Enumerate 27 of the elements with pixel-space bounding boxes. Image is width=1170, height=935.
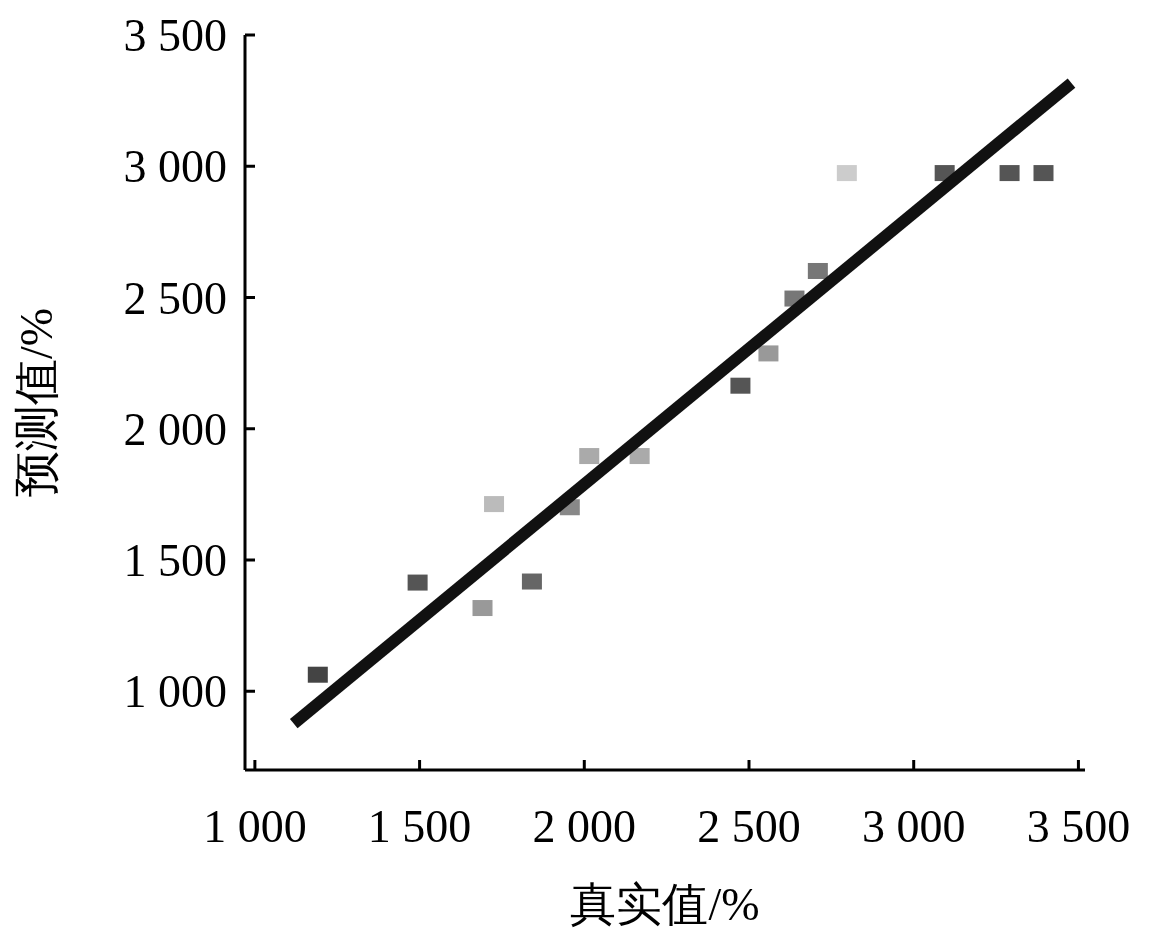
y-axis-title: 预测值/% xyxy=(11,307,62,498)
x-tick-label: 1 500 xyxy=(367,801,472,852)
point xyxy=(629,448,650,465)
point xyxy=(730,377,751,394)
x-tick-label: 2 000 xyxy=(532,801,637,852)
point xyxy=(579,448,600,465)
point xyxy=(999,165,1020,182)
x-tick-label: 3 000 xyxy=(861,801,966,852)
x-tick-label: 3 500 xyxy=(1026,801,1131,852)
point xyxy=(758,345,779,362)
x-tick-label: 1 000 xyxy=(203,801,307,852)
y-tick-label: 1 500 xyxy=(123,535,227,586)
point xyxy=(836,165,857,182)
y-tick-label: 2 500 xyxy=(123,272,227,324)
y-tick-label: 3 500 xyxy=(123,10,227,61)
y-tick-label: 1 000 xyxy=(123,666,227,718)
y-tick-label: 2 000 xyxy=(123,403,227,455)
point xyxy=(1033,165,1054,182)
x-tick-label: 2 500 xyxy=(697,801,801,852)
x-axis-title: 真实值/% xyxy=(570,879,760,930)
point xyxy=(472,600,493,617)
point xyxy=(484,496,505,513)
point xyxy=(521,573,542,590)
y-tick-label: 3 000 xyxy=(123,141,227,193)
point xyxy=(807,262,828,279)
point xyxy=(307,666,328,683)
point xyxy=(407,574,428,591)
